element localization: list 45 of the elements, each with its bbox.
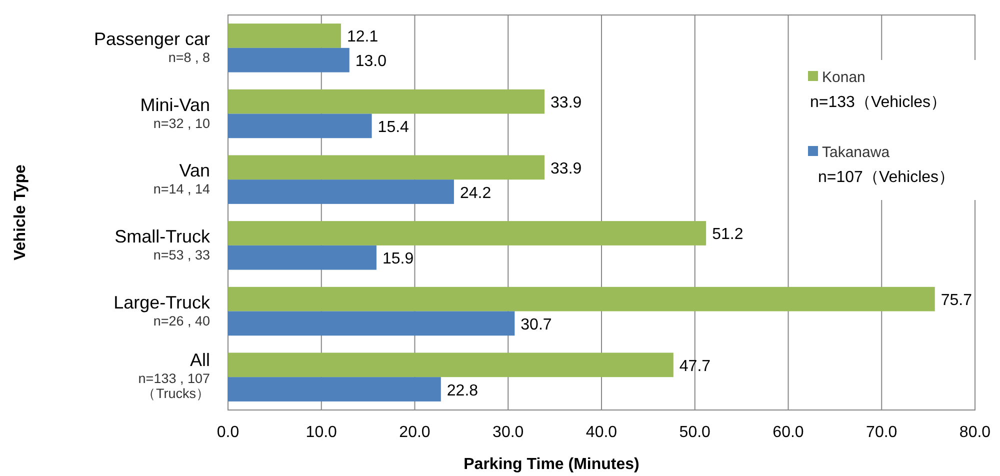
y-tick-label: All n=133 , 107 （Trucks） [138, 350, 210, 402]
x-tick-label: 10.0 [306, 424, 338, 441]
y-tick-label: Van n=14 , 14 [153, 160, 210, 197]
x-tick-label: 70.0 [866, 424, 898, 441]
data-label: 33.9 [550, 160, 582, 178]
bar [228, 155, 545, 180]
bar [228, 352, 674, 378]
data-label: 15.9 [382, 250, 414, 268]
data-label: 22.8 [446, 382, 478, 400]
annotation: n=133（Vehicles） [810, 94, 947, 111]
y-tick-label: Large-Truck n=26 , 40 [114, 292, 211, 328]
data-label: 15.4 [378, 118, 410, 136]
data-label: 12.1 [346, 28, 378, 46]
x-tick-label: 80.0 [959, 424, 991, 441]
x-tick-label: 20.0 [399, 424, 430, 441]
x-tick-label: 30.0 [492, 424, 524, 441]
bar [228, 48, 350, 72]
x-tick-label: 50.0 [679, 424, 711, 441]
bar [228, 180, 454, 204]
bar [228, 311, 515, 336]
bar [228, 24, 341, 48]
annotation: n=107（Vehicles） [818, 169, 955, 186]
y-tick-label: Small-Truck n=53 , 33 [114, 226, 211, 262]
bar [228, 89, 545, 114]
bar [228, 221, 706, 246]
x-tick-label: 0.0 [216, 424, 240, 441]
y-axis-title: Vehicle Type [12, 164, 29, 260]
bar [228, 377, 441, 402]
data-label: 30.7 [520, 316, 552, 334]
data-label: 33.9 [550, 94, 582, 112]
y-tick-label: Passenger car n=8 , 8 [94, 28, 210, 65]
data-label: 47.7 [679, 358, 711, 375]
bar [228, 286, 935, 312]
data-label: 24.2 [460, 184, 492, 202]
bar [228, 245, 376, 270]
x-tick-label: 60.0 [772, 424, 804, 441]
x-tick-label: 40.0 [586, 424, 618, 441]
legend-label: Takanawa [822, 144, 890, 161]
y-tick-label: Mini-Van n=32 , 10 [140, 94, 210, 131]
legend-label: Konan [822, 69, 866, 86]
data-label: 13.0 [355, 53, 387, 70]
x-axis-title: Parking Time (Minutes) [464, 456, 640, 473]
data-label: 75.7 [940, 292, 972, 310]
data-label: 51.2 [712, 226, 744, 244]
bar [228, 114, 372, 138]
